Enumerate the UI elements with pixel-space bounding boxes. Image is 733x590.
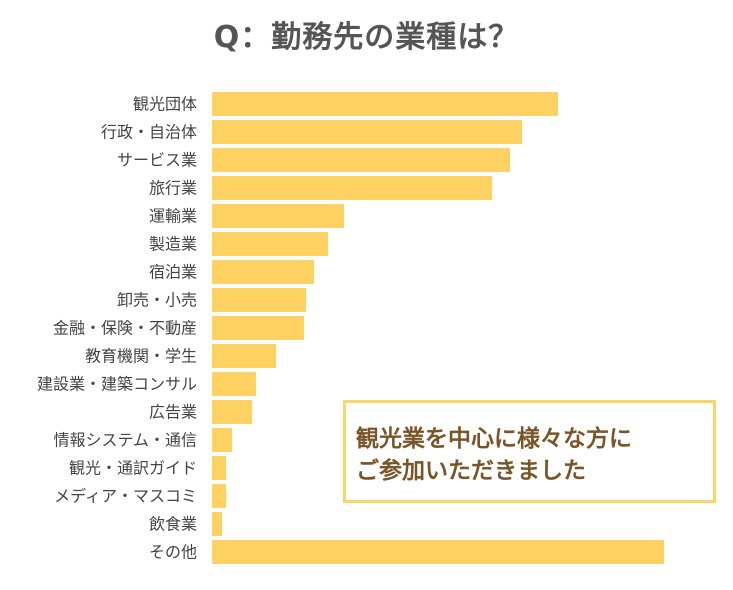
category-label-7: 宿泊業 [149, 263, 197, 282]
category-label-8: 卸売・小売 [117, 291, 197, 310]
category-label-17: その他 [149, 543, 197, 562]
category-label-11: 建設業・建築コンサル [37, 375, 197, 394]
bar-15 [212, 484, 226, 508]
category-label-1: 観光団体 [133, 95, 197, 114]
category-label-13: 情報システム・通信 [53, 431, 197, 450]
bar-17 [212, 540, 664, 564]
bar-6 [212, 232, 328, 256]
bar-16 [212, 512, 222, 536]
chart-title: Q：勤務先の業種は？ [213, 20, 520, 55]
bar-3 [212, 148, 510, 172]
bar-9 [212, 316, 304, 340]
callout-box: 観光業を中心に様々な方に ご参加いただきました [343, 400, 716, 503]
bars-group [212, 92, 664, 564]
bar-12 [212, 400, 252, 424]
bar-7 [212, 260, 314, 284]
bar-8 [212, 288, 306, 312]
category-label-12: 広告業 [149, 403, 197, 422]
callout-line-2: ご参加いただきました [356, 458, 586, 484]
bar-10 [212, 344, 276, 368]
bar-4 [212, 176, 492, 200]
category-label-15: メディア・マスコミ [54, 487, 197, 506]
bar-14 [212, 456, 226, 480]
category-label-10: 教育機関・学生 [85, 347, 197, 366]
bar-13 [212, 428, 232, 452]
category-label-9: 金融・保険・不動産 [53, 319, 197, 338]
bar-2 [212, 120, 522, 144]
category-labels-group: 観光団体行政・自治体サービス業旅行業運輸業製造業宿泊業卸売・小売金融・保険・不動… [37, 95, 197, 562]
bar-1 [212, 92, 558, 116]
category-label-2: 行政・自治体 [101, 123, 197, 142]
category-label-14: 観光・通訳ガイド [69, 459, 197, 478]
callout-line-1: 観光業を中心に様々な方に [356, 426, 632, 452]
category-label-5: 運輸業 [149, 207, 197, 226]
category-label-4: 旅行業 [149, 179, 197, 198]
category-label-6: 製造業 [149, 235, 197, 254]
category-label-3: サービス業 [117, 151, 197, 170]
bar-11 [212, 372, 256, 396]
category-label-16: 飲食業 [149, 515, 197, 534]
bar-5 [212, 204, 344, 228]
